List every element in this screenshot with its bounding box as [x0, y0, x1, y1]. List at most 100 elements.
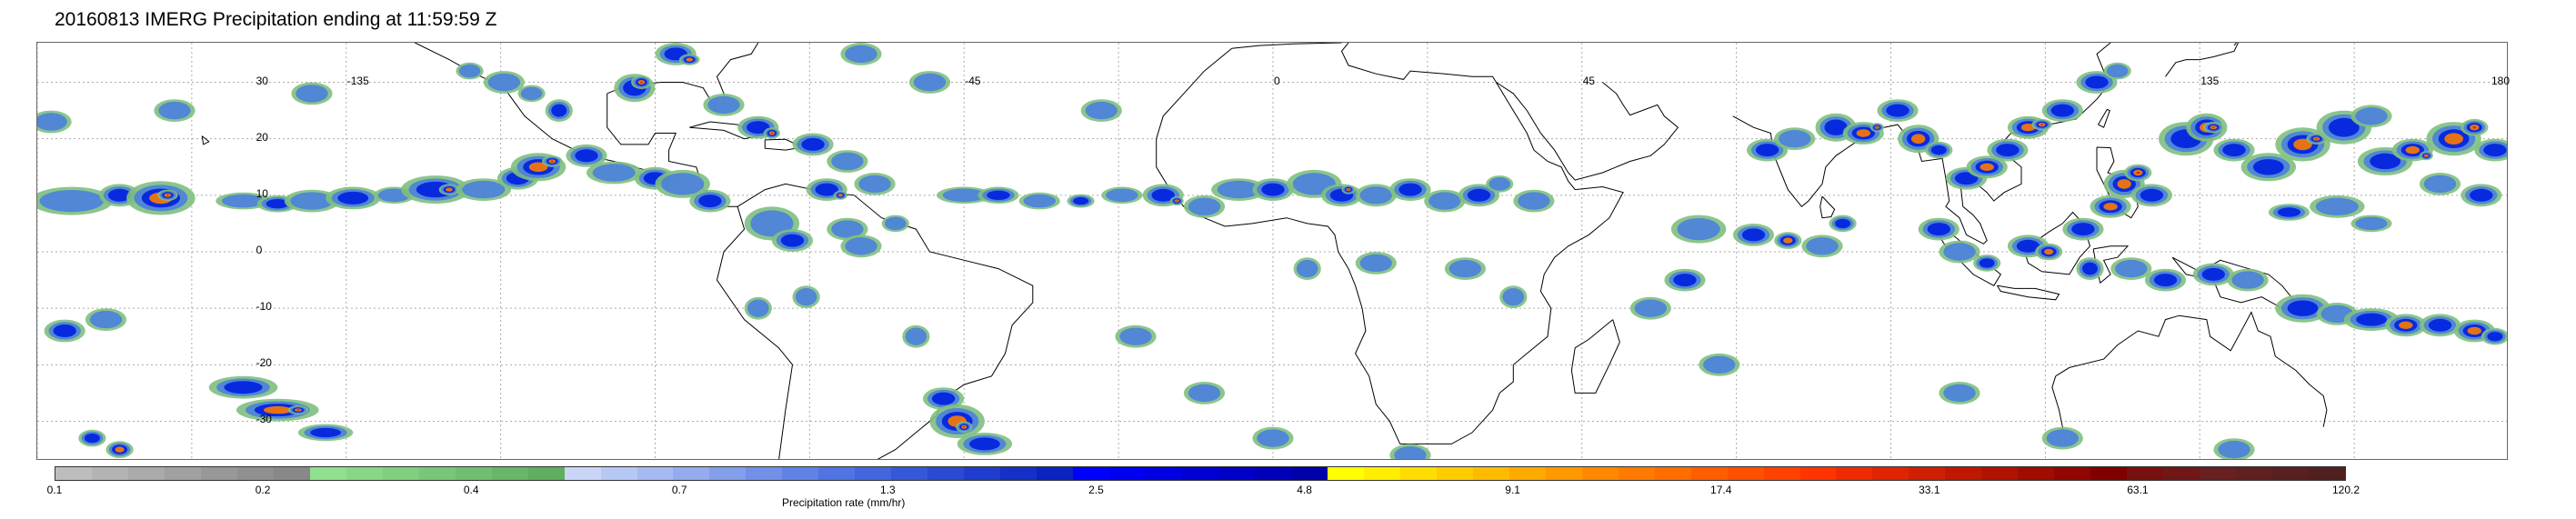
colorbar-tick-label: 2.5 [1088, 484, 1104, 496]
coastline [2055, 311, 2328, 427]
colorbar-segment [1146, 467, 1183, 480]
precipitation-patch [2136, 171, 2140, 175]
precipitation-patch [2277, 207, 2301, 217]
precipitation-patch [1085, 101, 1118, 120]
precipitation-patch [2044, 248, 2054, 255]
precipitation-patch [750, 210, 794, 237]
longitude-label: 45 [1582, 75, 1596, 87]
precipitation-patch [2085, 75, 2109, 89]
precipitation-patch [1119, 327, 1152, 345]
colorbar-segment [1618, 467, 1655, 480]
precipitation-patch [661, 173, 705, 195]
colorbar-segment [127, 467, 165, 480]
colorbar-segment [164, 467, 201, 480]
colorbar-segment [1509, 467, 1546, 480]
latitude-label: 30 [256, 74, 268, 87]
precipitation-patch [2444, 133, 2463, 145]
colorbar-segment [964, 467, 1001, 480]
precipitation-patch [931, 392, 956, 405]
precipitation-patch [1677, 218, 1720, 241]
precipitation-patch [107, 188, 132, 202]
precipitation-patch [2050, 104, 2074, 117]
precipitation-patch [53, 324, 76, 337]
colorbar-segment [1727, 467, 1764, 480]
colorbar-tick-label: 1.3 [880, 484, 896, 496]
precipitation-patch [815, 183, 838, 196]
precipitation-patch [2487, 332, 2503, 342]
precipitation-patch [837, 194, 844, 197]
precipitation-patch [290, 192, 334, 210]
precipitation-patch [37, 113, 67, 131]
precipitation-patch [795, 288, 817, 306]
colorbar-segment [1690, 467, 1728, 480]
coastline [2098, 108, 2110, 128]
precipitation-patch [2370, 153, 2401, 170]
precipitation-patch [2355, 216, 2388, 231]
colorbar-segment [1763, 467, 1800, 480]
precipitation-patch [458, 64, 481, 78]
precipitation-patch [1428, 192, 1461, 210]
colorbar-segment [1654, 467, 1691, 480]
colorbar-segment [2272, 467, 2310, 480]
precipitation-patch [1348, 189, 1349, 191]
colorbar-segment [527, 467, 565, 480]
precipitation-patch [337, 191, 369, 205]
colorbar-segment [1073, 467, 1110, 480]
colorbar-tick-label: 33.1 [1919, 484, 1940, 496]
coastline [1496, 82, 1679, 181]
precipitation-patch [2117, 179, 2131, 189]
precipitation-patch [2483, 144, 2507, 157]
colorbar-tick-label: 4.8 [1297, 484, 1312, 496]
precipitation-patch [707, 95, 740, 115]
precipitation-patch [1856, 129, 1870, 137]
precipitation-patch [1876, 126, 1879, 128]
colorbar-segment [709, 467, 747, 480]
precipitation-patch [550, 160, 554, 163]
colorbar-segment [782, 467, 819, 480]
precipitation-patch [2040, 124, 2044, 125]
precipitation-patch [2211, 126, 2215, 128]
precipitation-patch [1741, 228, 1766, 242]
precipitation-patch [2252, 159, 2284, 175]
colorbar-segment [1218, 467, 1255, 480]
precipitation-patch [1261, 183, 1285, 196]
precipitation-patch [1779, 130, 1811, 148]
precipitation-patch [158, 101, 191, 120]
colorbar-segment [236, 467, 274, 480]
coastline [1231, 43, 1342, 49]
precipitation-patch [1996, 144, 2020, 157]
precipitation-patch [747, 121, 770, 135]
colorbar-segment [927, 467, 965, 480]
coastline [1997, 284, 2060, 301]
colorbar-segment [200, 467, 237, 480]
coastline [1156, 43, 1624, 444]
colorbar-segment [1872, 467, 1909, 480]
precipitation-patch [221, 194, 266, 208]
colorbar-tick-label: 0.7 [671, 484, 687, 496]
longitude-label: -45 [965, 75, 981, 87]
precipitation-patch [969, 437, 1000, 451]
precipitation-patch [2470, 188, 2493, 202]
precipitation-patch [263, 405, 292, 414]
colorbar-segment [418, 467, 456, 480]
colorbar-segment [1945, 467, 1982, 480]
precipitation-patch [1188, 197, 1221, 215]
precipitation-patch [296, 409, 300, 411]
precipitation-patch [845, 237, 877, 255]
precipitation-patch [1502, 288, 1525, 306]
precipitation-patch [39, 190, 105, 213]
precipitation-patch [1398, 183, 1422, 196]
colorbar-segment [891, 467, 928, 480]
precipitation-patch [2046, 429, 2079, 447]
colorbar-segment [1363, 467, 1400, 480]
precipitation-patch [2106, 64, 2129, 78]
colorbar-segment [309, 467, 346, 480]
precipitation-patch [801, 137, 825, 151]
precipitation-patch [1296, 259, 1318, 278]
precipitation-patch [1943, 384, 1976, 403]
precipitation-patch [2423, 175, 2457, 194]
precipitation-patch [1448, 259, 1482, 278]
precipitation-patch [2016, 239, 2040, 253]
precipitation-patch [913, 73, 947, 92]
colorbar-segment [2090, 467, 2128, 480]
